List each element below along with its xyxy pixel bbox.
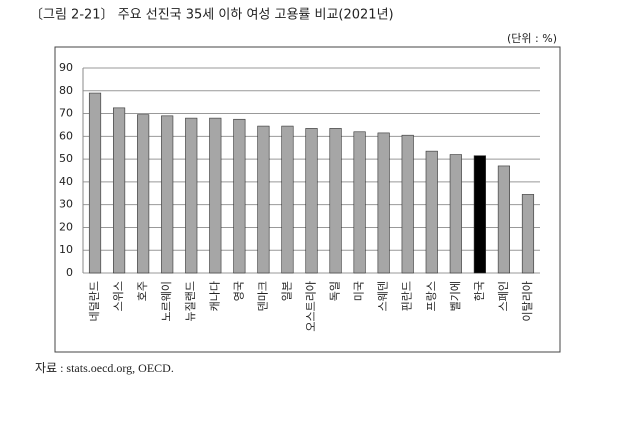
bar xyxy=(88,92,102,274)
bar xyxy=(521,194,535,274)
y-tick-label: 50 xyxy=(59,152,73,165)
bar xyxy=(161,115,174,274)
bar xyxy=(209,117,222,274)
y-tick-label: 10 xyxy=(59,243,73,256)
x-tick-label: 미국 xyxy=(353,281,366,301)
x-tick-label: 노르웨이 xyxy=(160,281,173,321)
y-tick-label: 60 xyxy=(59,129,73,142)
chart-frame xyxy=(54,46,561,353)
x-tick-label: 호주 xyxy=(136,281,149,301)
bar xyxy=(113,107,126,274)
x-tick-label: 벨기에 xyxy=(449,281,462,311)
x-tick-label: 네덜란드 xyxy=(88,281,101,321)
x-tick-label: 이탈리아 xyxy=(521,281,534,321)
x-tick-label: 오스트리아 xyxy=(305,281,318,332)
bar xyxy=(401,134,414,274)
bar xyxy=(281,125,294,274)
y-tick-label: 0 xyxy=(66,266,73,279)
bar xyxy=(329,128,342,274)
bar xyxy=(257,125,270,274)
bar xyxy=(233,118,246,274)
x-tick-label: 스위스 xyxy=(112,281,125,311)
x-tick-label: 덴마크 xyxy=(256,281,269,311)
x-tick-label: 프랑스 xyxy=(425,281,438,311)
bar xyxy=(377,132,390,274)
chart-title: 〔그림 2-21〕 주요 선진국 35세 이하 여성 고용률 비교(2021년) xyxy=(30,8,394,23)
bar xyxy=(449,154,462,274)
x-tick-label: 한국 xyxy=(473,281,486,301)
y-tick-label: 20 xyxy=(59,220,73,233)
bar xyxy=(185,117,198,274)
bar xyxy=(305,128,318,274)
bar xyxy=(497,165,510,274)
y-tick-label: 40 xyxy=(59,175,73,188)
bar xyxy=(353,131,366,274)
x-tick-label: 영국 xyxy=(232,281,245,301)
bar xyxy=(137,114,150,274)
y-tick-label: 90 xyxy=(59,61,73,74)
x-tick-label: 뉴질랜드 xyxy=(184,281,197,321)
bar xyxy=(425,150,438,274)
bar xyxy=(473,155,486,274)
y-tick-label: 80 xyxy=(59,84,73,97)
y-tick-label: 30 xyxy=(59,198,73,211)
x-tick-label: 스웨덴 xyxy=(377,281,390,311)
x-tick-label: 스페인 xyxy=(497,281,510,311)
x-tick-label: 캐나다 xyxy=(208,281,221,311)
x-tick-label: 독일 xyxy=(328,281,342,301)
x-tick-label: 핀란드 xyxy=(401,281,414,311)
unit-label: (단위 : %) xyxy=(507,32,557,45)
x-tick-label: 일본 xyxy=(279,281,293,301)
source-note: 자료 : stats.oecd.org, OECD. xyxy=(35,361,174,375)
y-tick-label: 70 xyxy=(59,107,73,120)
